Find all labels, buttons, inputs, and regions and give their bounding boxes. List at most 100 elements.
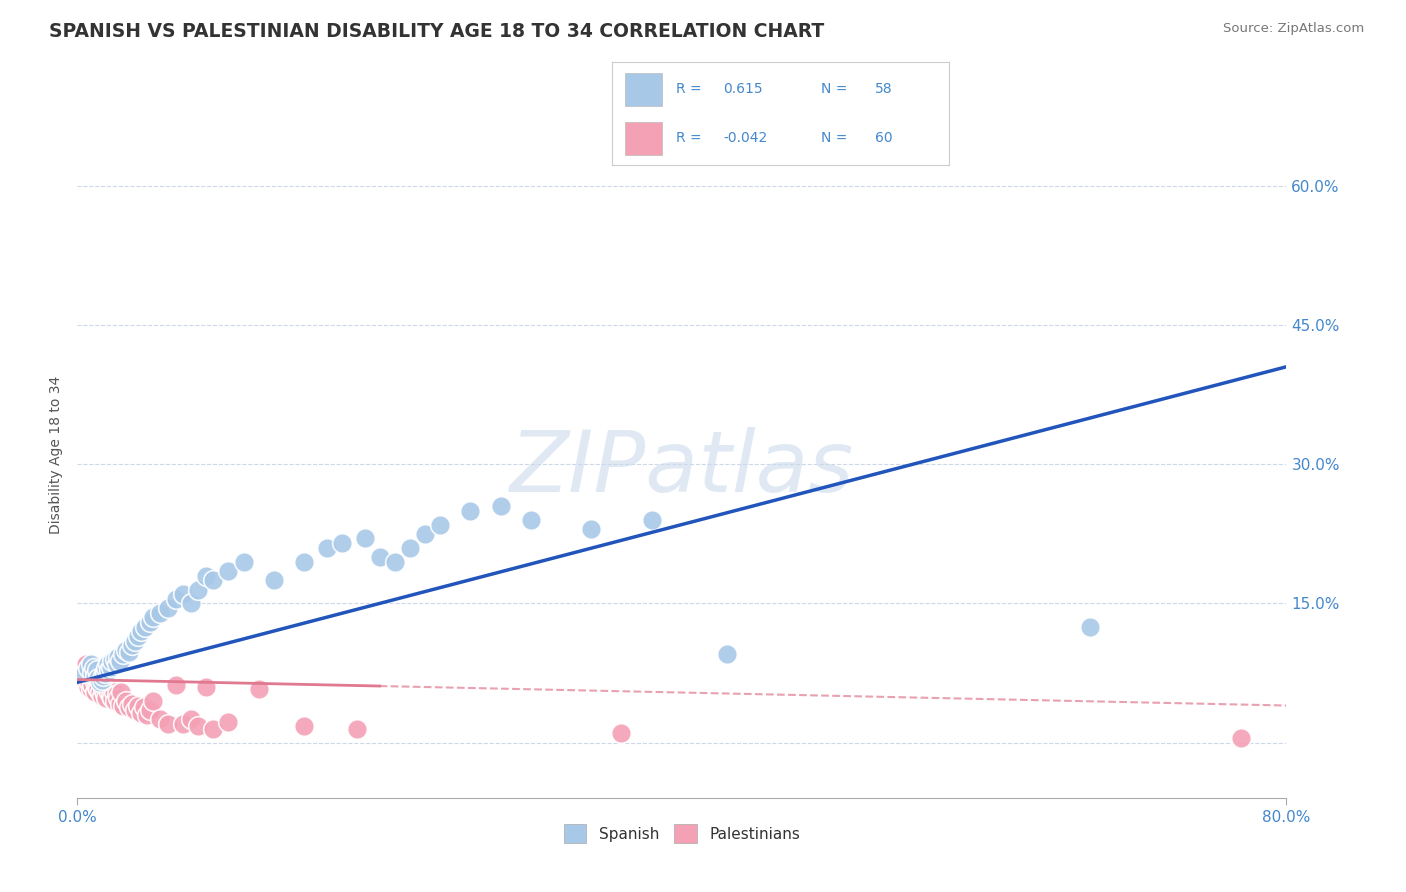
- Point: [75, 675, 97, 690]
- Point: [118, 645, 141, 659]
- Point: [132, 700, 155, 714]
- Point: [77, 666, 100, 681]
- Point: [202, 573, 225, 587]
- Point: [108, 654, 131, 668]
- Point: [180, 713, 202, 727]
- Point: [1230, 731, 1253, 745]
- Point: [247, 681, 270, 696]
- Point: [139, 703, 162, 717]
- Text: 0.615: 0.615: [723, 82, 762, 96]
- Point: [93, 666, 115, 681]
- Point: [86, 663, 108, 677]
- Point: [121, 697, 143, 711]
- Point: [79, 661, 101, 675]
- FancyBboxPatch shape: [626, 122, 662, 155]
- Point: [194, 568, 217, 582]
- Point: [89, 675, 111, 690]
- Point: [149, 606, 172, 620]
- Text: R =: R =: [676, 131, 702, 145]
- Point: [134, 619, 156, 633]
- Point: [139, 615, 162, 629]
- Point: [93, 687, 115, 701]
- Point: [232, 555, 254, 569]
- Point: [429, 517, 451, 532]
- Point: [157, 717, 180, 731]
- Point: [104, 694, 127, 708]
- Text: SPANISH VS PALESTINIAN DISABILITY AGE 18 TO 34 CORRELATION CHART: SPANISH VS PALESTINIAN DISABILITY AGE 18…: [49, 22, 824, 41]
- Point: [218, 564, 240, 578]
- Point: [98, 663, 121, 677]
- Point: [142, 694, 165, 708]
- Point: [105, 687, 128, 701]
- Point: [1078, 619, 1101, 633]
- Point: [292, 719, 315, 733]
- Point: [458, 503, 481, 517]
- Point: [142, 610, 165, 624]
- Point: [91, 669, 114, 683]
- Point: [72, 659, 94, 673]
- Point: [77, 661, 100, 675]
- Text: 60: 60: [875, 131, 893, 145]
- Point: [110, 684, 132, 698]
- Point: [172, 587, 194, 601]
- Point: [218, 715, 240, 730]
- Point: [107, 691, 129, 706]
- Point: [94, 691, 117, 706]
- Point: [716, 648, 738, 662]
- Point: [194, 680, 217, 694]
- Point: [581, 522, 603, 536]
- Point: [202, 722, 225, 736]
- Point: [73, 671, 96, 685]
- Point: [413, 526, 436, 541]
- Point: [610, 726, 633, 740]
- Point: [124, 703, 146, 717]
- Point: [101, 691, 124, 706]
- Point: [368, 549, 391, 564]
- Point: [104, 652, 127, 666]
- Text: ZIPatlas: ZIPatlas: [510, 427, 853, 510]
- Point: [353, 532, 375, 546]
- Point: [489, 499, 512, 513]
- Point: [69, 666, 91, 681]
- Point: [149, 713, 172, 727]
- Point: [73, 666, 96, 681]
- Text: 58: 58: [875, 82, 893, 96]
- Point: [87, 681, 110, 696]
- Point: [165, 678, 187, 692]
- Point: [82, 678, 104, 692]
- Point: [315, 541, 337, 555]
- Point: [399, 541, 422, 555]
- Point: [129, 624, 152, 639]
- Point: [96, 657, 118, 671]
- Point: [89, 669, 111, 683]
- Point: [127, 698, 149, 713]
- Point: [114, 643, 136, 657]
- Point: [103, 684, 125, 698]
- Text: -0.042: -0.042: [723, 131, 768, 145]
- Legend: Spanish, Palestinians: Spanish, Palestinians: [557, 818, 807, 849]
- Point: [82, 666, 104, 681]
- Point: [105, 657, 128, 671]
- Point: [83, 671, 105, 685]
- Point: [292, 555, 315, 569]
- Point: [124, 633, 146, 648]
- Point: [80, 681, 103, 696]
- Point: [84, 684, 107, 698]
- Point: [107, 650, 129, 665]
- Point: [180, 596, 202, 610]
- Point: [187, 719, 209, 733]
- Point: [121, 638, 143, 652]
- Point: [73, 661, 96, 675]
- Point: [129, 706, 152, 720]
- Point: [127, 629, 149, 643]
- Point: [80, 657, 103, 671]
- Point: [90, 690, 112, 704]
- Point: [187, 582, 209, 597]
- Point: [100, 690, 122, 704]
- Point: [100, 659, 122, 673]
- Point: [96, 680, 118, 694]
- Point: [384, 555, 406, 569]
- Point: [114, 694, 136, 708]
- Point: [86, 680, 108, 694]
- Text: N =: N =: [821, 82, 848, 96]
